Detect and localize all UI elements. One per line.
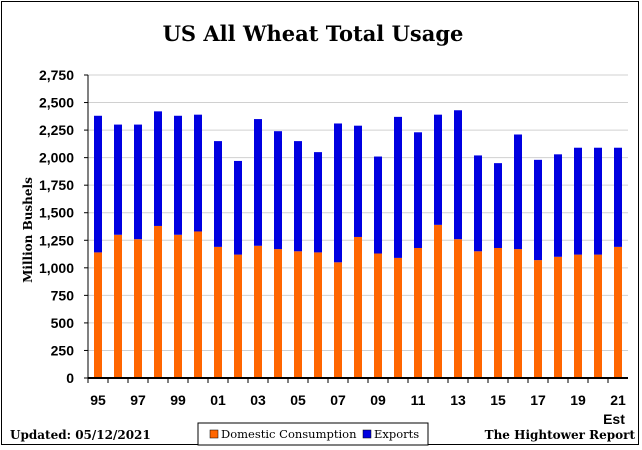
x-tick-label: 97 xyxy=(130,392,146,408)
bar-domestic-consumption xyxy=(494,247,502,378)
bar-exports xyxy=(254,119,262,246)
bar-exports xyxy=(374,156,382,254)
bar-exports xyxy=(574,147,582,255)
bar-exports xyxy=(474,155,482,252)
bar-exports xyxy=(614,147,622,247)
legend-label-exports: Exports xyxy=(374,427,419,441)
bar-domestic-consumption xyxy=(314,252,322,378)
y-tick-label: 1,250 xyxy=(39,232,74,248)
bar-domestic-consumption xyxy=(414,247,422,378)
x-tick-label: 95 xyxy=(90,392,106,408)
bar-exports xyxy=(294,141,302,252)
x-tick-label: 01 xyxy=(210,392,226,408)
bar-domestic-consumption xyxy=(614,246,622,378)
bar-domestic-consumption xyxy=(134,239,142,378)
bar-exports xyxy=(314,152,322,253)
x-tick-label: 09 xyxy=(370,392,386,408)
x-tick-label: 11 xyxy=(411,392,426,408)
bar-exports xyxy=(274,131,282,250)
x-tick-label: 99 xyxy=(170,392,186,408)
bar-exports xyxy=(94,115,102,253)
bar-domestic-consumption xyxy=(234,254,242,378)
bar-exports xyxy=(594,147,602,255)
y-tick-label: 500 xyxy=(51,315,75,331)
bar-domestic-consumption xyxy=(354,236,362,378)
y-tick-label: 1,750 xyxy=(39,177,74,193)
bars xyxy=(94,110,622,378)
x-tick-label: 03 xyxy=(250,392,266,408)
x-tick-label: 05 xyxy=(290,392,306,408)
legend-swatch-domestic xyxy=(209,429,219,439)
bar-domestic-consumption xyxy=(574,254,582,378)
x-annotation-est: Est xyxy=(603,411,625,427)
bar-domestic-consumption xyxy=(274,249,282,378)
bar-exports xyxy=(354,125,362,237)
bar-exports xyxy=(394,116,402,258)
legend-swatch-exports xyxy=(362,429,372,439)
bar-domestic-consumption xyxy=(294,251,302,378)
bar-domestic-consumption xyxy=(514,249,522,378)
y-axis-label: Million Bushels xyxy=(21,177,35,283)
bar-domestic-consumption xyxy=(94,252,102,378)
bar-domestic-consumption xyxy=(434,224,442,378)
bar-domestic-consumption xyxy=(394,257,402,378)
y-tick-labels: 0 250 500 750 1,000 1,250 1,500 1,750 2,000 2,250… xyxy=(39,67,88,386)
bar-exports xyxy=(114,124,122,235)
y-tick-label: 2,500 xyxy=(39,95,74,111)
bar-exports xyxy=(494,163,502,248)
y-tick-label: 250 xyxy=(51,342,75,358)
bar-domestic-consumption xyxy=(214,246,222,378)
bar-domestic-consumption xyxy=(114,234,122,378)
x-tick-label: 19 xyxy=(570,392,586,408)
y-tick-label: 1,000 xyxy=(39,260,74,276)
y-tick-label: 2,750 xyxy=(39,67,74,83)
bar-exports xyxy=(174,115,182,235)
bar-exports xyxy=(514,134,522,250)
bar-exports xyxy=(334,123,342,263)
x-tick-label: 21 xyxy=(610,392,626,408)
bar-domestic-consumption xyxy=(454,239,462,378)
bar-exports xyxy=(434,114,442,225)
bar-domestic-consumption xyxy=(594,254,602,378)
y-tick-label: 2,000 xyxy=(39,150,74,166)
bar-exports xyxy=(154,111,162,226)
chart-title: US All Wheat Total Usage xyxy=(163,21,464,46)
legend-box xyxy=(197,422,429,446)
x-tick-label: 13 xyxy=(450,392,466,408)
bar-domestic-consumption xyxy=(174,234,182,378)
x-tick-label: 17 xyxy=(530,392,546,408)
bar-exports xyxy=(234,160,242,255)
bar-exports xyxy=(454,110,462,240)
legend-label-domestic: Domestic Consumption xyxy=(221,427,357,441)
x-tick-label: 07 xyxy=(330,392,346,408)
bar-domestic-consumption xyxy=(474,251,482,378)
y-tick-label: 750 xyxy=(51,287,75,303)
legend: Domestic Consumption Exports xyxy=(197,422,429,446)
bar-exports xyxy=(534,159,542,261)
bar-domestic-consumption xyxy=(554,256,562,378)
bar-domestic-consumption xyxy=(254,245,262,378)
bar-exports xyxy=(134,124,142,240)
bar-domestic-consumption xyxy=(334,262,342,378)
y-tick-label: 0 xyxy=(66,370,74,386)
bar-exports xyxy=(214,141,222,247)
bar-domestic-consumption xyxy=(154,225,162,378)
x-tick-label: 15 xyxy=(490,392,506,408)
bar-exports xyxy=(554,154,562,257)
bar-domestic-consumption xyxy=(374,253,382,378)
bar-exports xyxy=(194,114,202,232)
bar-exports xyxy=(414,132,422,248)
bar-domestic-consumption xyxy=(534,260,542,378)
y-tick-label: 2,250 xyxy=(39,122,74,138)
x-tick-labels: 95 97 99 01 03 05 07 09 11 13 15 17 19 21 xyxy=(87,378,626,408)
footer-updated: Updated: 05/12/2021 xyxy=(10,428,151,442)
y-tick-label: 1,500 xyxy=(39,205,74,221)
bar-domestic-consumption xyxy=(194,231,202,378)
footer-source: The Hightower Report xyxy=(485,428,636,442)
